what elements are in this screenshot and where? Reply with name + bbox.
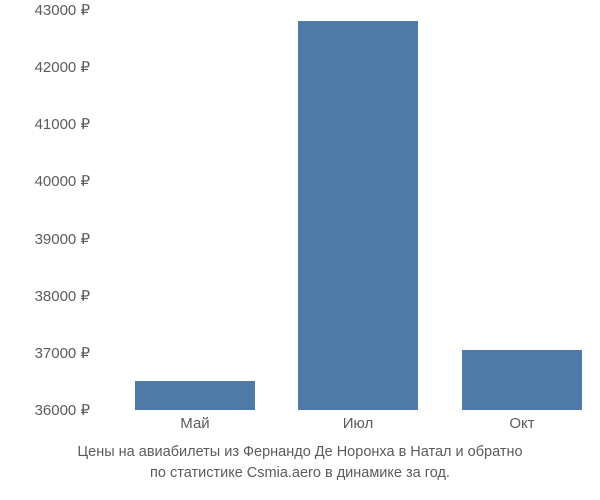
y-tick-label: 41000 ₽ [35,115,90,133]
y-tick-label: 39000 ₽ [35,230,90,248]
x-tick-label: Июл [343,415,373,432]
x-tick-label: Май [180,415,209,432]
x-tick-label: Окт [509,415,534,432]
y-tick-label: 38000 ₽ [35,287,90,305]
caption-line-2: по статистике Csmia.aero в динамике за г… [150,465,450,481]
y-tick-label: 43000 ₽ [35,1,90,19]
y-tick-label: 42000 ₽ [35,58,90,76]
y-tick-label: 36000 ₽ [35,401,90,419]
y-tick-label: 37000 ₽ [35,344,90,362]
y-tick-label: 40000 ₽ [35,172,90,190]
price-chart: 36000 ₽ 37000 ₽ 38000 ₽ 39000 ₽ 40000 ₽ 41000… [0,0,600,500]
plot-area [95,10,585,410]
caption-line-1: Цены на авиабилеты из Фернандо Де Норонх… [77,444,522,460]
bar [462,350,582,410]
bar [135,381,255,410]
bar [298,21,418,410]
chart-caption: Цены на авиабилеты из Фернандо Де Норонх… [0,442,600,484]
